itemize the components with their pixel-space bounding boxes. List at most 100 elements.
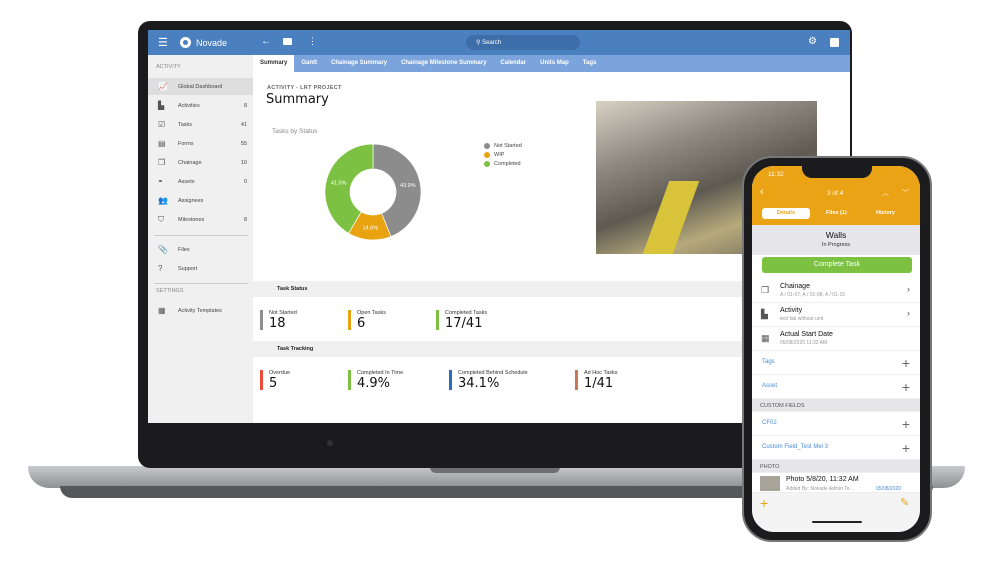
chevron-right-icon[interactable]: › [907,308,910,318]
legend-swatch [484,161,490,167]
kpi-value: 6 [357,316,366,331]
task-tracking-band: Task Tracking [253,341,850,357]
add-icon[interactable]: + [901,416,910,432]
tab-files[interactable]: Files (1) [826,210,847,216]
legend-label: WIP [494,152,505,158]
tasks-icon: ☑ [158,120,166,129]
donut-slice-completed[interactable] [324,143,374,234]
add-icon[interactable]: + [760,495,769,511]
activities-icon: ▙ [158,101,165,110]
menu-icon[interactable]: ☰ [158,37,168,49]
kpi-label: Completed Behind Schedule [458,370,528,376]
kpi-label: Completed Tasks [445,310,488,316]
chevron-right-icon[interactable]: › [907,284,910,294]
chainage-icon: ❐ [158,158,166,167]
legend-swatch [484,152,490,158]
kpi-value: 34.1% [458,376,500,391]
asset-label: Asset [762,383,778,389]
legend-item: Not Started [484,143,522,149]
sidebar-item-count: 0 [243,178,247,185]
sidebar-item-activities[interactable]: ▙ Activities 8 [148,97,253,114]
sidebar-item-forms[interactable]: ▤ Forms 55 [148,135,253,152]
row-title: Chainage [780,283,810,290]
row-title: Activity [780,307,803,314]
sidebar-item-assets[interactable]: ◓ Assets 0 [148,173,253,190]
asset-row[interactable]: Asset + [752,375,920,399]
cf02-label: CF02 [762,420,777,426]
tab-bar: Summary Gantt Chainage Summary Chainage … [253,55,850,72]
briefcase-icon[interactable] [283,38,292,45]
add-icon[interactable]: + [901,440,910,456]
profile-icon[interactable] [830,38,839,47]
custom-fields-header: CUSTOM FIELDS [752,399,920,412]
tab-gantt[interactable]: Gantt [301,60,318,66]
add-icon[interactable]: + [901,379,910,395]
sidebar-item-label: Tasks [178,121,193,128]
tab-calendar[interactable]: Calendar [500,60,527,66]
kpi-completed-behind-schedule: Completed Behind Schedule 34.1% [449,370,528,391]
tab-chainage-milestone-summary[interactable]: Chainage Milestone Summary [401,60,487,66]
gear-icon[interactable]: ⚙ [808,36,817,47]
photo-row[interactable]: Photo 5/8/20, 11:32 AM Added By: Novade … [752,473,920,493]
tab-units-map[interactable]: Units Map [540,60,569,66]
row-subtitle: test fab without unit [780,316,824,322]
files-icon: 📎 [158,245,168,254]
home-indicator [812,521,862,523]
sidebar-item-milestones[interactable]: ⛉ Milestones 8 [148,211,253,228]
search-input[interactable]: ⚲ Search [466,35,580,50]
sidebar-item-activity-templates[interactable]: ▦ Activity Templates [148,302,253,319]
detail-row-chainage[interactable]: ❐ Chainage A / 01-07, A / 01-08, A / 01-10… [752,279,920,303]
tab-details[interactable]: Details [762,208,810,219]
donut-chart: 43.9% 14.6% 41.5% [324,143,422,240]
kpi-color-bar [260,370,263,390]
sidebar-item-global-dashboard[interactable]: 📈 Global Dashboard [148,78,253,95]
calendar-icon: ▦ [761,333,770,343]
kpi-overdue: Overdue 5 [260,370,290,391]
detail-row-activity[interactable]: ▙ Activity test fab without unit › [752,303,920,327]
custom-field-row[interactable]: Custom Field_Test Mel 3 + [752,436,920,460]
legend-item: WIP [484,152,522,158]
tab-history[interactable]: History [876,210,895,216]
pencil-icon[interactable]: ✎ [900,497,910,509]
laptop-base-bottom [60,486,933,498]
tab-chainage-summary[interactable]: Chainage Summary [331,60,388,66]
search-icon: ⚲ [476,40,481,46]
sidebar-item-files[interactable]: 📎 Files [148,241,253,258]
sidebar-item-support[interactable]: ? Support [148,260,253,277]
more-vert-icon[interactable]: ⋮ [308,36,317,46]
milestones-icon: ⛉ [158,214,164,224]
complete-task-button[interactable]: Complete Task [762,257,912,273]
kpi-value: 17/41 [445,316,483,331]
chart-legend: Not Started WIP Completed [484,143,522,170]
cf02-row[interactable]: CF02 + [752,412,920,436]
sidebar-item-chainage[interactable]: ❐ Chainage 10 [148,154,253,171]
kpi-label: Open Tasks [357,310,386,316]
chevron-up-icon[interactable]: ︿ [882,190,889,197]
assets-icon: ◓ [158,177,163,186]
tab-tags[interactable]: Tags [582,60,597,66]
add-icon[interactable]: + [901,355,910,371]
laptop-camera [327,440,333,446]
phone-screen: 11:32 ‹ 3 of 4 ︿ ﹀ Details Files (1) His… [752,166,920,532]
app-header: ☰ Novade ← ⋮ ⚲ Search ⚙ [148,30,850,55]
status-time: 11:32 [768,171,784,178]
back-arrow-icon[interactable]: ← [261,36,271,47]
sidebar-item-assignees[interactable]: 👥 Assignees [148,192,253,209]
sidebar-item-label: Activities [178,102,200,109]
kpi-color-bar [260,310,263,330]
sidebar-item-count: 10 [240,159,247,166]
detail-row-actual-start-date[interactable]: ▦ Actual Start Date 05/08/2020 11:32 AM [752,327,920,351]
sidebar-item-count: 8 [243,216,247,223]
sidebar-section-activity: ACTIVITY [156,64,181,70]
sidebar-item-label: Global Dashboard [178,83,223,90]
donut-slice-not-started[interactable] [372,143,422,237]
sidebar-item-label: Assignees [178,197,204,204]
tab-summary[interactable]: Summary [253,55,295,72]
laptop-screen: ☰ Novade ← ⋮ ⚲ Search ⚙ Summary Gantt Ch… [148,30,850,423]
back-chevron-icon[interactable]: ‹ [760,186,764,198]
sidebar-item-count: 8 [243,102,247,109]
tags-row[interactable]: Tags + [752,352,920,375]
chevron-down-icon[interactable]: ﹀ [902,190,909,197]
sidebar-item-tasks[interactable]: ☑ Tasks 41 [148,116,253,133]
sidebar-item-label: Activity Templates [178,307,222,314]
